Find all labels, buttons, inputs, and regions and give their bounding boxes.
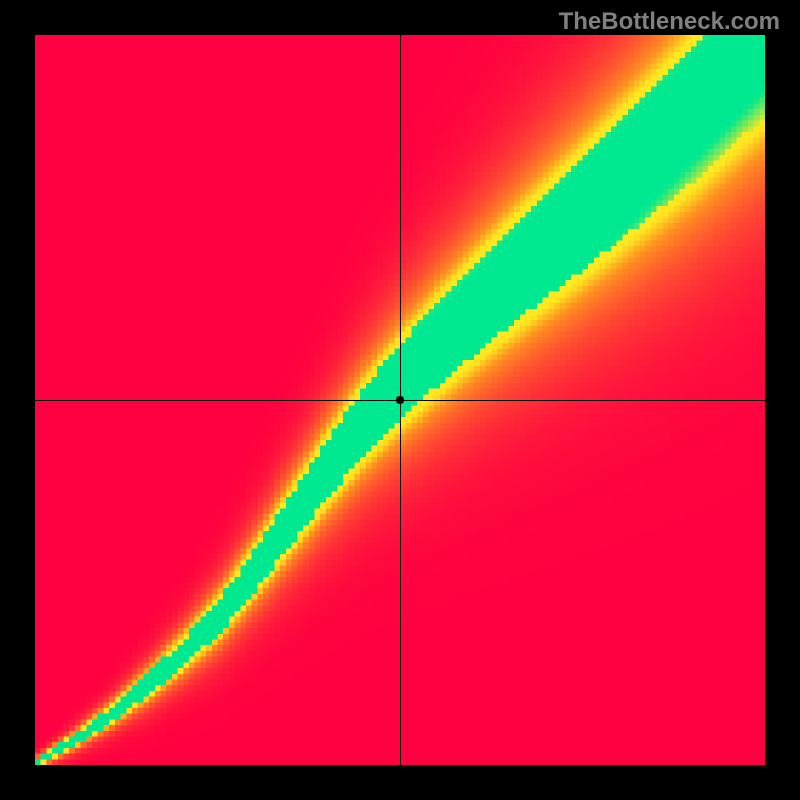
page-root: TheBottleneck.com [0, 0, 800, 800]
crosshair-overlay [35, 35, 765, 765]
watermark-text: TheBottleneck.com [559, 8, 780, 36]
